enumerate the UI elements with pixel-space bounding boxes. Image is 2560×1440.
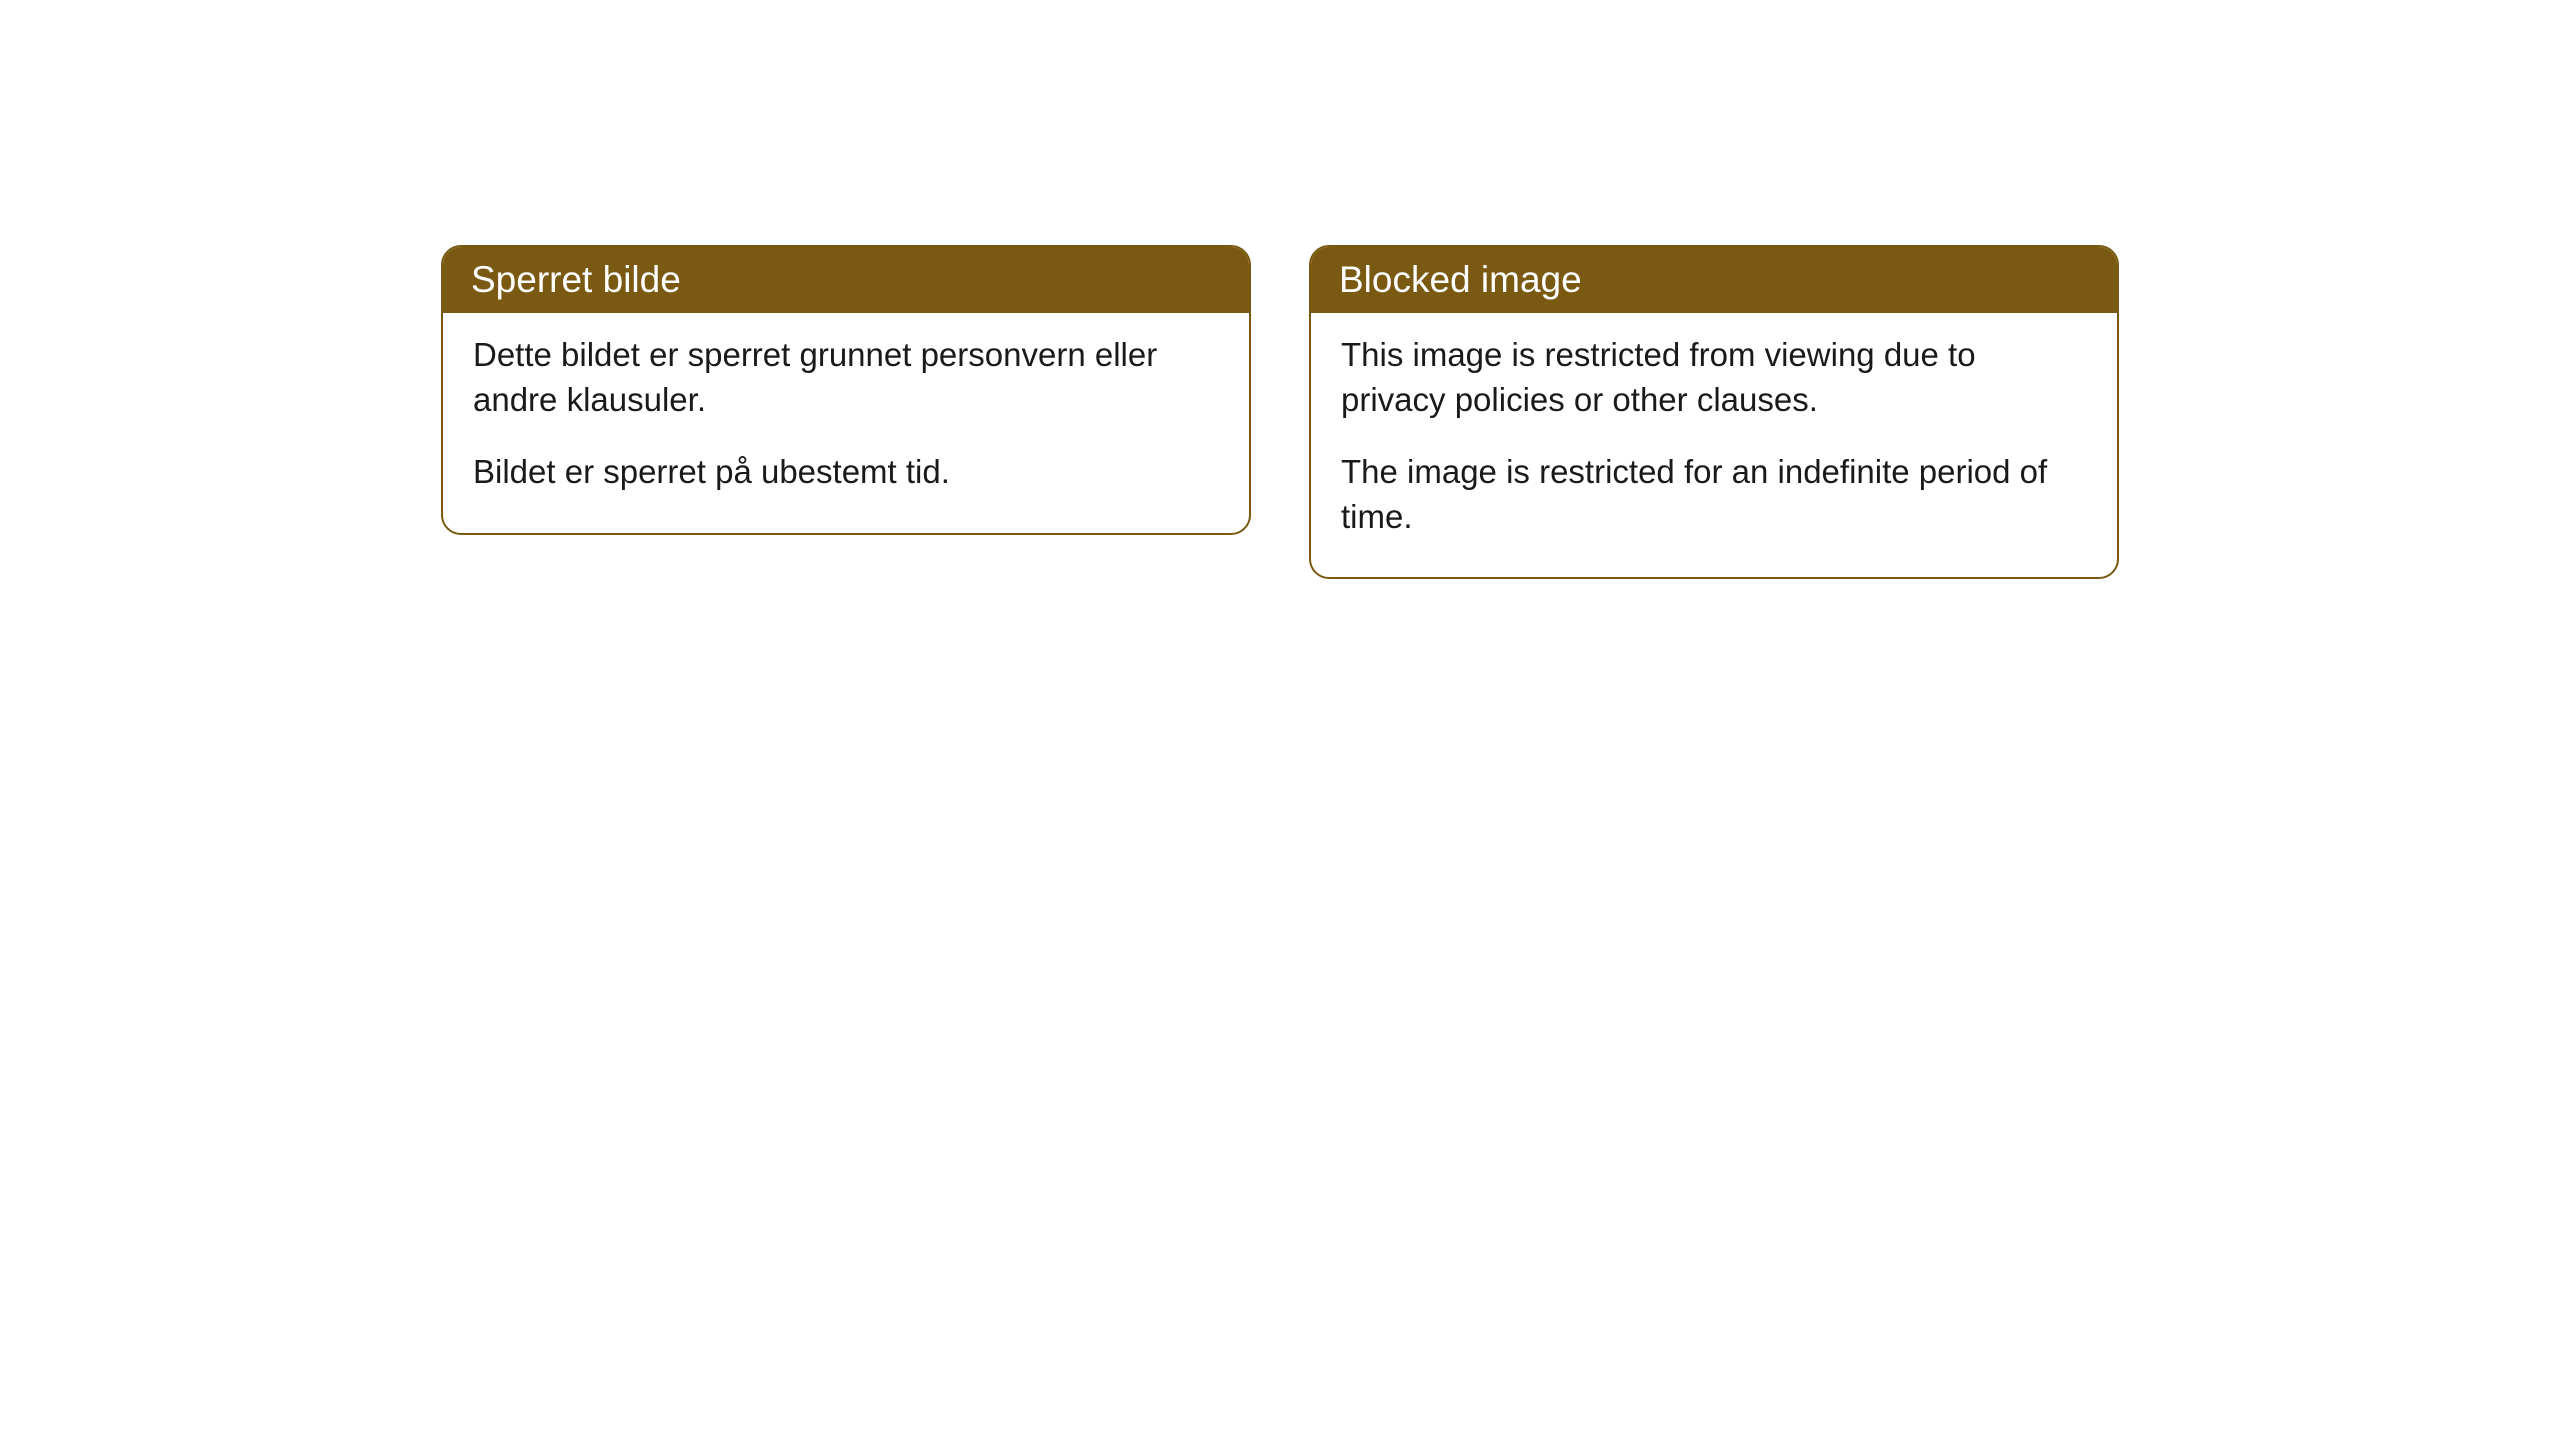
notice-card-english: Blocked image This image is restricted f… [1309,245,2119,579]
card-paragraph: The image is restricted for an indefinit… [1341,450,2087,539]
notice-cards-container: Sperret bilde Dette bildet er sperret gr… [441,245,2119,1440]
card-body: Dette bildet er sperret grunnet personve… [443,313,1249,533]
card-title: Blocked image [1339,259,1582,300]
card-title: Sperret bilde [471,259,681,300]
card-body: This image is restricted from viewing du… [1311,313,2117,577]
card-header: Blocked image [1311,247,2117,313]
card-paragraph: Dette bildet er sperret grunnet personve… [473,333,1219,422]
notice-card-norwegian: Sperret bilde Dette bildet er sperret gr… [441,245,1251,535]
card-header: Sperret bilde [443,247,1249,313]
card-paragraph: This image is restricted from viewing du… [1341,333,2087,422]
card-paragraph: Bildet er sperret på ubestemt tid. [473,450,1219,495]
